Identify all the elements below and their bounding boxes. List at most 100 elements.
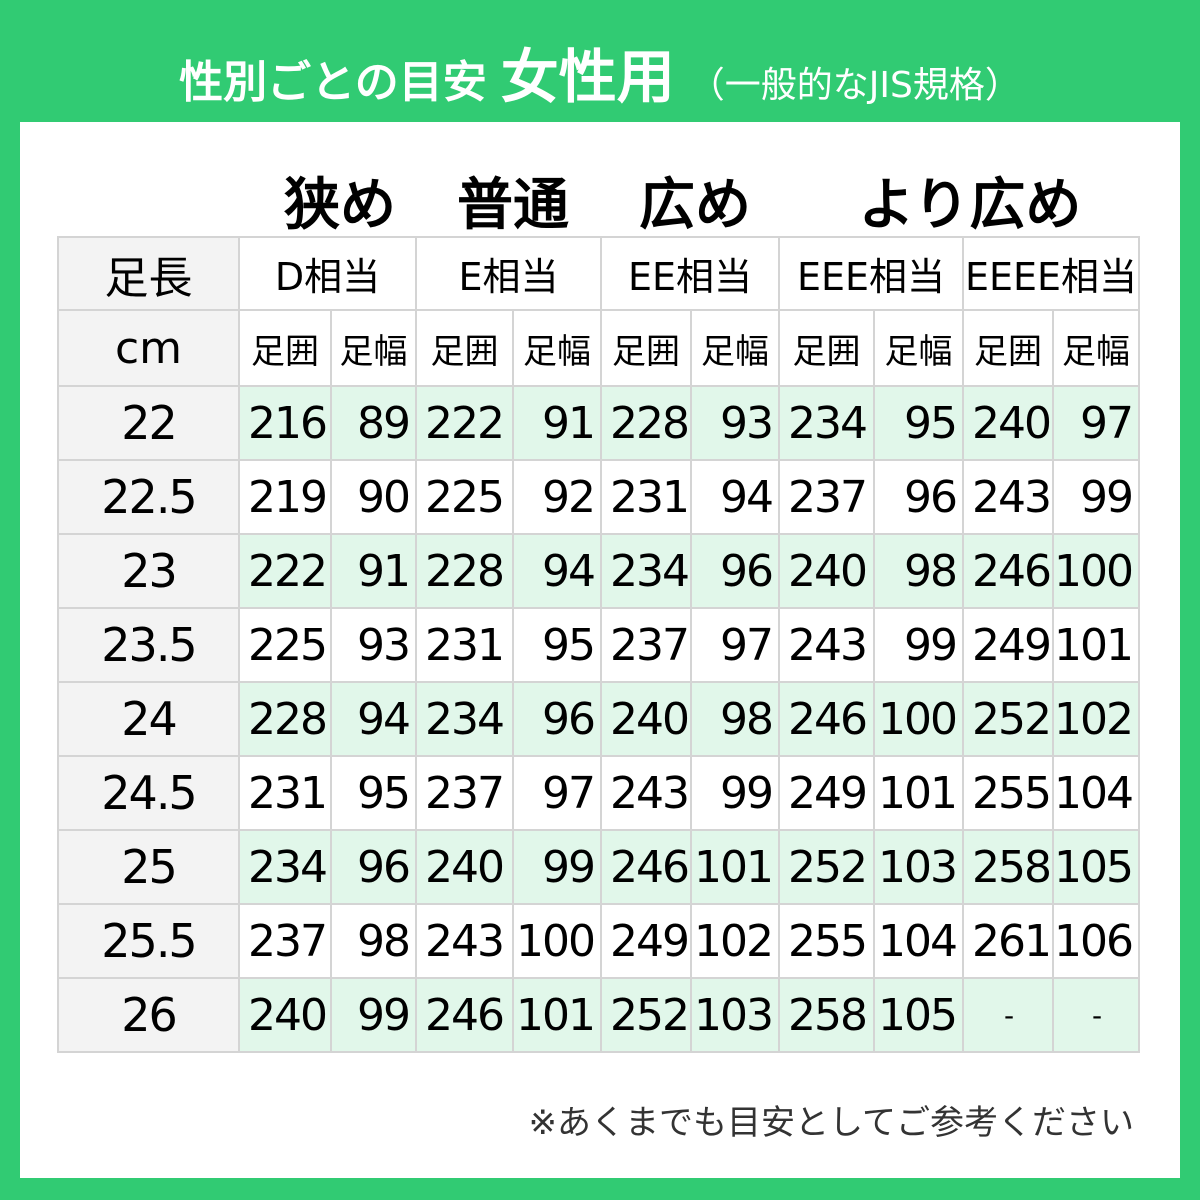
foot-girth-cell: 219 <box>238 459 332 535</box>
header-width-class: EEE相当 <box>778 236 964 311</box>
foot-girth-cell: 234 <box>238 829 332 905</box>
foot-width-cell: 96 <box>690 533 780 609</box>
foot-girth-cell: 240 <box>600 681 692 757</box>
foot-length-cell: 23.5 <box>57 607 240 683</box>
header-foot-width: 足幅 <box>330 309 417 387</box>
foot-girth-cell: 243 <box>962 459 1054 535</box>
foot-girth-cell: 246 <box>778 681 875 757</box>
header-width-class: EEEE相当 <box>962 236 1140 311</box>
foot-girth-cell: 237 <box>415 755 514 831</box>
foot-width-cell: 94 <box>690 459 780 535</box>
foot-girth-cell: 240 <box>778 533 875 609</box>
table-row: 25.5 237 98 243 100 249 102 255 104 261 106 <box>57 903 1140 979</box>
header-width-class: E相当 <box>415 236 602 311</box>
foot-width-cell: 99 <box>873 607 964 683</box>
foot-girth-cell: 240 <box>962 385 1054 461</box>
foot-girth-cell: 255 <box>962 755 1054 831</box>
foot-width-cell: 101 <box>1052 607 1140 683</box>
header-foot-girth: 足囲 <box>778 309 875 387</box>
foot-girth-cell: 252 <box>600 977 692 1053</box>
header-row-widths: 足長 D相当 E相当 EE相当 EEE相当 EEEE相当 <box>57 236 1140 311</box>
table-row: 22 216 89 222 91 228 93 234 95 240 97 <box>57 385 1140 461</box>
foot-girth-cell: 222 <box>415 385 514 461</box>
foot-width-cell: 95 <box>873 385 964 461</box>
table-row: 24 228 94 234 96 240 98 246 100 252 102 <box>57 681 1140 757</box>
foot-girth-cell: 234 <box>600 533 692 609</box>
foot-girth-cell: 252 <box>778 829 875 905</box>
title-part3: （一般的なJIS規格） <box>688 65 1021 106</box>
foot-width-cell: 91 <box>330 533 417 609</box>
foot-width-cell: 103 <box>873 829 964 905</box>
foot-width-cell: 96 <box>873 459 964 535</box>
foot-girth-cell: 240 <box>238 977 332 1053</box>
foot-girth-cell: 246 <box>415 977 514 1053</box>
foot-length-cell: 24.5 <box>57 755 240 831</box>
foot-width-cell: 102 <box>690 903 780 979</box>
foot-width-cell: 100 <box>512 903 602 979</box>
foot-width-cell: 93 <box>690 385 780 461</box>
foot-width-cell: 90 <box>330 459 417 535</box>
foot-length-cell: 25 <box>57 829 240 905</box>
foot-girth-cell: 237 <box>778 459 875 535</box>
foot-width-cell: 105 <box>1052 829 1140 905</box>
foot-girth-cell: 234 <box>415 681 514 757</box>
foot-girth-cell: 243 <box>415 903 514 979</box>
foot-width-cell: 96 <box>330 829 417 905</box>
foot-width-cell: 104 <box>1052 755 1140 831</box>
foot-width-cell: 99 <box>512 829 602 905</box>
header-foot-girth: 足囲 <box>415 309 514 387</box>
foot-width-cell: 103 <box>690 977 780 1053</box>
foot-length-cell: 25.5 <box>57 903 240 979</box>
foot-girth-cell: 225 <box>415 459 514 535</box>
header-width-class: D相当 <box>238 236 417 311</box>
foot-width-cell: 98 <box>690 681 780 757</box>
foot-girth-cell: 231 <box>415 607 514 683</box>
foot-girth-cell: 261 <box>962 903 1054 979</box>
foot-girth-cell: 246 <box>962 533 1054 609</box>
foot-width-cell: 97 <box>512 755 602 831</box>
foot-girth-cell: 249 <box>778 755 875 831</box>
foot-girth-cell: 216 <box>238 385 332 461</box>
foot-girth-cell: 231 <box>238 755 332 831</box>
header-foot-width: 足幅 <box>512 309 602 387</box>
foot-girth-cell: 249 <box>962 607 1054 683</box>
foot-girth-cell: 258 <box>778 977 875 1053</box>
foot-width-cell: 102 <box>1052 681 1140 757</box>
table-row: 24.5 231 95 237 97 243 99 249 101 255 104 <box>57 755 1140 831</box>
foot-width-cell: 92 <box>512 459 602 535</box>
foot-width-cell: 99 <box>1052 459 1140 535</box>
title-part2: 女性用 <box>500 43 675 111</box>
foot-girth-cell: 252 <box>962 681 1054 757</box>
foot-width-cell: 105 <box>873 977 964 1053</box>
header-foot-girth: 足囲 <box>600 309 692 387</box>
foot-width-cell: 100 <box>1052 533 1140 609</box>
foot-girth-cell: 258 <box>962 829 1054 905</box>
header-foot-width: 足幅 <box>873 309 964 387</box>
table-row: 23 222 91 228 94 234 96 240 98 246 100 <box>57 533 1140 609</box>
foot-width-cell: 100 <box>873 681 964 757</box>
width-label-wider: より広め <box>858 173 1082 238</box>
foot-girth-cell: 222 <box>238 533 332 609</box>
foot-width-cell: 91 <box>512 385 602 461</box>
foot-girth-cell: 243 <box>778 607 875 683</box>
foot-width-cell: 94 <box>330 681 417 757</box>
table-row: 25 234 96 240 99 246 101 252 103 258 105 <box>57 829 1140 905</box>
foot-width-cell: 104 <box>873 903 964 979</box>
foot-width-cell: 97 <box>690 607 780 683</box>
title-part1: 性別ごとの目安 <box>179 57 487 108</box>
foot-girth-cell: 228 <box>415 533 514 609</box>
foot-width-cell: 99 <box>330 977 417 1053</box>
foot-length-cell: 23 <box>57 533 240 609</box>
foot-girth-cell: 255 <box>778 903 875 979</box>
foot-width-cell: 101 <box>690 829 780 905</box>
foot-girth-cell: 228 <box>600 385 692 461</box>
foot-length-cell: 26 <box>57 977 240 1053</box>
width-label-normal: 普通 <box>457 173 569 238</box>
foot-width-cell: 96 <box>512 681 602 757</box>
foot-girth-cell: 249 <box>600 903 692 979</box>
foot-girth-cell: 243 <box>600 755 692 831</box>
foot-girth-cell: 228 <box>238 681 332 757</box>
table-row: 26 240 99 246 101 252 103 258 105- - <box>57 977 1140 1053</box>
foot-girth-cell: 246 <box>600 829 692 905</box>
table-row: 22.5 219 90 225 92 231 94 237 96 243 99 <box>57 459 1140 535</box>
